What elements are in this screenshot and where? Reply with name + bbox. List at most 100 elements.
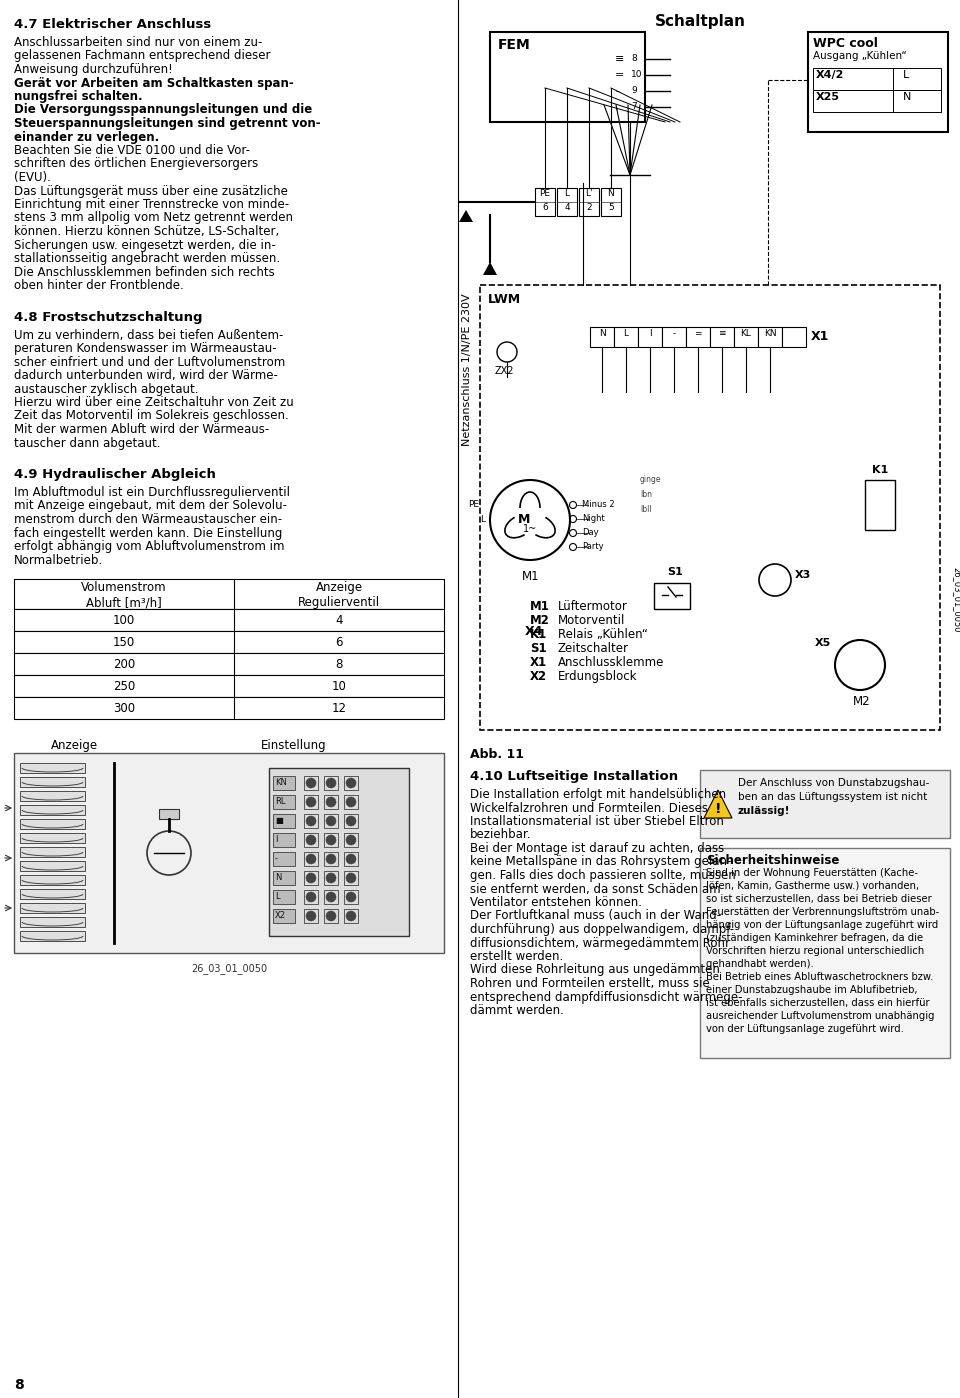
Text: L: L — [275, 892, 279, 900]
Text: =: = — [694, 329, 702, 338]
Bar — [20, 805, 85, 815]
Bar — [324, 833, 338, 847]
Text: Motorventil: Motorventil — [558, 614, 625, 626]
Text: hängig von der Lüftungsanlage zugeführt wird: hängig von der Lüftungsanlage zugeführt … — [706, 920, 938, 930]
Circle shape — [346, 779, 356, 788]
Bar — [269, 768, 409, 937]
Text: erstellt werden.: erstellt werden. — [470, 951, 564, 963]
Bar — [273, 891, 295, 905]
Text: 100: 100 — [113, 614, 135, 626]
Circle shape — [326, 911, 336, 921]
Bar — [601, 187, 621, 217]
Text: lbll: lbll — [640, 505, 652, 514]
Bar — [273, 776, 295, 790]
Text: 8: 8 — [14, 1378, 24, 1392]
Bar — [20, 763, 85, 773]
Text: durchführung) aus doppelwandigem, dampf-: durchführung) aus doppelwandigem, dampf- — [470, 923, 734, 937]
Text: mit Anzeige eingebaut, mit dem der Solevolu-: mit Anzeige eingebaut, mit dem der Solev… — [14, 499, 287, 513]
Bar — [304, 795, 318, 809]
Text: Ausgang „Kühlen“: Ausgang „Kühlen“ — [813, 50, 907, 62]
Text: 4: 4 — [564, 203, 570, 212]
Text: X2: X2 — [530, 670, 547, 684]
Bar — [638, 327, 662, 347]
Circle shape — [346, 872, 356, 884]
Text: N: N — [275, 872, 281, 882]
Circle shape — [306, 797, 316, 807]
Bar — [20, 847, 85, 857]
Text: Mit der warmen Abluft wird der Wärmeaus-: Mit der warmen Abluft wird der Wärmeaus- — [14, 424, 269, 436]
Bar — [614, 327, 638, 347]
Text: Erdungsblock: Erdungsblock — [558, 670, 637, 684]
Text: Sind in der Wohnung Feuerstätten (Kache-: Sind in der Wohnung Feuerstätten (Kache- — [706, 868, 918, 878]
Text: M: M — [517, 513, 530, 526]
Bar — [344, 776, 358, 790]
Text: Gerät vor Arbeiten am Schaltkasten span-: Gerät vor Arbeiten am Schaltkasten span- — [14, 77, 294, 89]
Bar — [304, 833, 318, 847]
Text: Bei Betrieb eines Abluftwaschetrockners bzw.: Bei Betrieb eines Abluftwaschetrockners … — [706, 972, 933, 981]
Circle shape — [326, 892, 336, 902]
Text: peraturen Kondenswasser im Wärmeaustau-: peraturen Kondenswasser im Wärmeaustau- — [14, 343, 276, 355]
Bar — [14, 675, 444, 698]
Bar — [344, 871, 358, 885]
Text: Anweisung durchzuführen!: Anweisung durchzuführen! — [14, 63, 173, 75]
Text: M2: M2 — [853, 695, 871, 707]
Bar — [273, 851, 295, 865]
Circle shape — [306, 835, 316, 844]
Text: X4/2: X4/2 — [816, 70, 845, 80]
Text: Die Versorgungsspannungsleitungen und die: Die Versorgungsspannungsleitungen und di… — [14, 103, 312, 116]
Text: K1: K1 — [530, 628, 547, 642]
Text: Rohren und Formteilen erstellt, muss sie: Rohren und Formteilen erstellt, muss sie — [470, 977, 709, 990]
Bar — [304, 814, 318, 828]
Bar — [324, 776, 338, 790]
Circle shape — [306, 911, 316, 921]
Text: 4: 4 — [335, 614, 343, 626]
Text: austauscher zyklisch abgetaut.: austauscher zyklisch abgetaut. — [14, 383, 199, 396]
Text: 8: 8 — [631, 55, 636, 63]
Bar — [324, 909, 338, 923]
Text: 4.8 Frostschutzschaltung: 4.8 Frostschutzschaltung — [14, 310, 203, 323]
Text: L: L — [480, 514, 485, 524]
Bar — [700, 770, 950, 837]
Text: gelassenen Fachmann entsprechend dieser: gelassenen Fachmann entsprechend dieser — [14, 49, 271, 63]
Bar — [344, 909, 358, 923]
Text: 12: 12 — [331, 702, 347, 714]
Text: PE: PE — [540, 189, 550, 199]
Text: L: L — [564, 189, 569, 199]
Text: 9: 9 — [631, 87, 636, 95]
Bar — [20, 917, 85, 927]
Text: !: ! — [715, 802, 721, 816]
Text: Feuerstätten der Verbrennungsluftström unab-: Feuerstätten der Verbrennungsluftström u… — [706, 907, 939, 917]
Bar — [159, 809, 179, 819]
Bar — [14, 754, 444, 953]
Bar — [344, 795, 358, 809]
Text: 1~: 1~ — [523, 524, 538, 534]
Text: L': L' — [586, 189, 592, 199]
Text: 200: 200 — [113, 657, 135, 671]
Text: Day: Day — [582, 528, 599, 537]
Text: PE: PE — [468, 500, 479, 509]
Text: Beachten Sie die VDE 0100 und die Vor-: Beachten Sie die VDE 0100 und die Vor- — [14, 144, 250, 157]
Bar — [20, 791, 85, 801]
Text: -: - — [275, 854, 278, 863]
Polygon shape — [483, 261, 497, 275]
Text: Abb. 11: Abb. 11 — [470, 748, 524, 761]
Circle shape — [326, 835, 336, 844]
Text: stallationsseitig angebracht werden müssen.: stallationsseitig angebracht werden müss… — [14, 252, 280, 266]
Text: 250: 250 — [113, 679, 135, 692]
Bar — [273, 909, 295, 923]
Text: Einstellung: Einstellung — [261, 740, 326, 752]
Text: 4.9 Hydraulischer Abgleich: 4.9 Hydraulischer Abgleich — [14, 468, 216, 481]
Text: 4.10 Luftseitige Installation: 4.10 Luftseitige Installation — [470, 770, 678, 783]
Text: Der Fortluftkanal muss (auch in der Wand-: Der Fortluftkanal muss (auch in der Wand… — [470, 910, 721, 923]
Text: können. Hierzu können Schütze, LS-Schalter,: können. Hierzu können Schütze, LS-Schalt… — [14, 225, 279, 238]
Bar — [865, 480, 895, 530]
Bar — [14, 698, 444, 719]
Bar — [782, 327, 806, 347]
Text: fach eingestellt werden kann. Die Einstellung: fach eingestellt werden kann. Die Einste… — [14, 527, 282, 540]
Text: S1: S1 — [667, 568, 683, 577]
Bar — [344, 891, 358, 905]
Bar — [490, 32, 645, 122]
Bar — [14, 610, 444, 630]
Bar — [324, 851, 338, 865]
Text: gehandhabt werden).: gehandhabt werden). — [706, 959, 814, 969]
